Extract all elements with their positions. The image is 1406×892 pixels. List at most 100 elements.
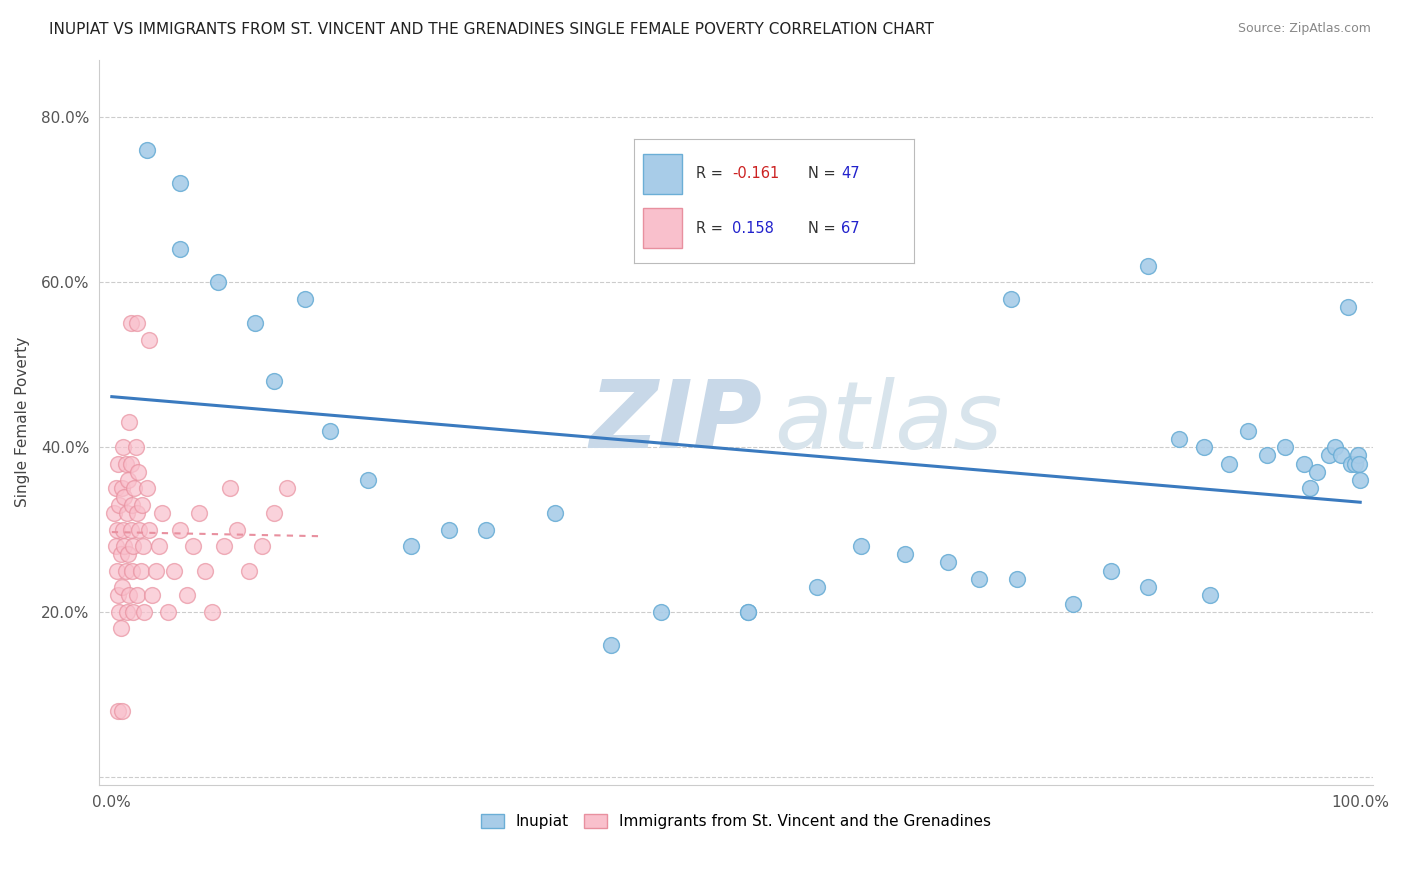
Point <box>1256 448 1278 462</box>
Point <box>276 481 298 495</box>
Point <box>1330 448 1353 462</box>
Point <box>245 317 267 331</box>
Point <box>120 457 142 471</box>
Point <box>1136 259 1159 273</box>
Point <box>120 523 142 537</box>
Point <box>129 564 152 578</box>
Point <box>1136 580 1159 594</box>
Point <box>103 506 125 520</box>
Point <box>108 605 131 619</box>
Point <box>112 523 135 537</box>
Point <box>134 605 156 619</box>
Point <box>250 539 273 553</box>
Point <box>138 333 160 347</box>
Point <box>1324 440 1347 454</box>
Point <box>124 440 146 454</box>
Point <box>122 605 145 619</box>
Point <box>1305 465 1327 479</box>
Point <box>163 564 186 578</box>
Point <box>207 275 229 289</box>
Point <box>156 605 179 619</box>
Point <box>225 523 247 537</box>
Point <box>127 465 149 479</box>
Text: INUPIAT VS IMMIGRANTS FROM ST. VINCENT AND THE GRENADINES SINGLE FEMALE POVERTY : INUPIAT VS IMMIGRANTS FROM ST. VINCENT A… <box>49 22 934 37</box>
Point <box>1192 440 1215 454</box>
Point <box>544 506 567 520</box>
Point <box>357 473 380 487</box>
Point <box>1099 564 1122 578</box>
Point <box>1337 300 1360 314</box>
Point <box>128 523 150 537</box>
Point <box>1344 457 1367 471</box>
Point <box>150 506 173 520</box>
Text: ZIP: ZIP <box>589 376 762 468</box>
Point <box>105 564 128 578</box>
Point <box>893 547 915 561</box>
Y-axis label: Single Female Poverty: Single Female Poverty <box>15 337 30 508</box>
Point <box>737 605 759 619</box>
Point <box>131 498 153 512</box>
Point <box>145 564 167 578</box>
Point <box>212 539 235 553</box>
Point <box>125 317 148 331</box>
Point <box>124 481 146 495</box>
Point <box>1000 292 1022 306</box>
Legend: Inupiat, Immigrants from St. Vincent and the Grenadines: Inupiat, Immigrants from St. Vincent and… <box>475 808 997 836</box>
Point <box>112 539 135 553</box>
Point <box>1347 448 1369 462</box>
Point <box>600 638 623 652</box>
Point <box>111 704 134 718</box>
Point <box>169 242 191 256</box>
Point <box>201 605 224 619</box>
Point <box>138 523 160 537</box>
Point <box>104 539 127 553</box>
Point <box>1299 481 1322 495</box>
Point <box>125 589 148 603</box>
Point <box>110 547 132 561</box>
Point <box>319 424 342 438</box>
Point <box>117 473 139 487</box>
Point <box>104 481 127 495</box>
Point <box>114 564 136 578</box>
Point <box>1348 457 1371 471</box>
Point <box>437 523 460 537</box>
Point <box>1005 572 1028 586</box>
Point <box>107 457 129 471</box>
Point <box>141 589 163 603</box>
Point <box>219 481 242 495</box>
Point <box>1168 432 1191 446</box>
Point <box>115 605 138 619</box>
Point <box>118 589 141 603</box>
Point <box>936 556 959 570</box>
Point <box>121 498 143 512</box>
Point <box>169 523 191 537</box>
Text: atlas: atlas <box>775 376 1002 467</box>
Point <box>132 539 155 553</box>
Point <box>135 481 157 495</box>
Point <box>105 523 128 537</box>
Point <box>188 506 211 520</box>
Text: Source: ZipAtlas.com: Source: ZipAtlas.com <box>1237 22 1371 36</box>
Point <box>115 506 138 520</box>
Point <box>148 539 170 553</box>
Point <box>1348 473 1371 487</box>
Point <box>475 523 498 537</box>
Point <box>117 547 139 561</box>
Point <box>650 605 672 619</box>
Point <box>111 580 134 594</box>
Point <box>1340 457 1362 471</box>
Point <box>1317 448 1340 462</box>
Point <box>107 589 129 603</box>
Point <box>849 539 872 553</box>
Point <box>112 440 135 454</box>
Point <box>263 374 285 388</box>
Point <box>114 457 136 471</box>
Point <box>110 622 132 636</box>
Point <box>238 564 260 578</box>
Point <box>169 176 191 190</box>
Point <box>118 415 141 429</box>
Point <box>1237 424 1260 438</box>
Point <box>112 490 135 504</box>
Point <box>1274 440 1296 454</box>
Point <box>263 506 285 520</box>
